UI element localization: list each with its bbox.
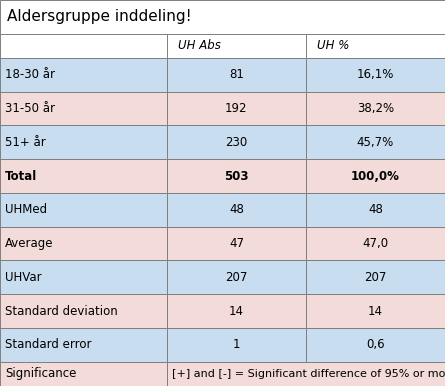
Bar xyxy=(0,0,445,34)
Bar xyxy=(167,159,306,193)
Bar xyxy=(0,34,167,58)
Text: 47,0: 47,0 xyxy=(362,237,388,250)
Bar xyxy=(0,159,167,193)
Bar xyxy=(0,328,167,362)
Bar xyxy=(167,58,306,91)
Bar xyxy=(306,91,445,125)
Bar xyxy=(306,328,445,362)
Bar xyxy=(306,294,445,328)
Bar xyxy=(167,193,306,227)
Bar xyxy=(306,125,445,159)
Bar xyxy=(306,261,445,294)
Text: [+] and [-] = Significant difference of 95% or more: [+] and [-] = Significant difference of … xyxy=(172,369,445,379)
Bar xyxy=(167,91,306,125)
Text: 48: 48 xyxy=(368,203,383,216)
Bar xyxy=(0,125,167,159)
Bar xyxy=(167,294,306,328)
Text: UHVar: UHVar xyxy=(5,271,42,284)
Text: Standard error: Standard error xyxy=(5,338,92,351)
Bar xyxy=(0,91,167,125)
Text: Average: Average xyxy=(5,237,54,250)
Text: 207: 207 xyxy=(364,271,387,284)
Bar xyxy=(306,159,445,193)
Text: Total: Total xyxy=(5,169,37,183)
Bar xyxy=(0,227,167,261)
Text: 51+ år: 51+ år xyxy=(5,136,46,149)
Text: 503: 503 xyxy=(224,169,249,183)
Text: 14: 14 xyxy=(229,305,244,318)
Text: Aldersgruppe inddeling!: Aldersgruppe inddeling! xyxy=(7,10,191,24)
Text: 14: 14 xyxy=(368,305,383,318)
Text: 16,1%: 16,1% xyxy=(357,68,394,81)
Bar xyxy=(167,125,306,159)
Text: 100,0%: 100,0% xyxy=(351,169,400,183)
Text: Significance: Significance xyxy=(5,367,77,380)
Text: 38,2%: 38,2% xyxy=(357,102,394,115)
Bar xyxy=(0,261,167,294)
Text: 1: 1 xyxy=(233,338,240,351)
Text: UH Abs: UH Abs xyxy=(178,39,221,52)
Bar xyxy=(167,227,306,261)
Bar xyxy=(167,328,306,362)
Text: 81: 81 xyxy=(229,68,244,81)
Text: 192: 192 xyxy=(225,102,248,115)
Bar xyxy=(167,261,306,294)
Text: 207: 207 xyxy=(225,271,247,284)
Bar xyxy=(306,193,445,227)
Text: 18-30 år: 18-30 år xyxy=(5,68,55,81)
Bar xyxy=(306,58,445,91)
Text: 48: 48 xyxy=(229,203,244,216)
Text: 47: 47 xyxy=(229,237,244,250)
Bar xyxy=(0,362,167,386)
Text: 31-50 år: 31-50 år xyxy=(5,102,55,115)
Text: 0,6: 0,6 xyxy=(366,338,385,351)
Bar xyxy=(0,58,167,91)
Text: UHMed: UHMed xyxy=(5,203,48,216)
Bar xyxy=(0,193,167,227)
Bar xyxy=(167,362,445,386)
Text: UH %: UH % xyxy=(317,39,349,52)
Bar xyxy=(306,34,445,58)
Bar xyxy=(167,34,306,58)
Bar xyxy=(0,294,167,328)
Text: 45,7%: 45,7% xyxy=(357,136,394,149)
Text: Standard deviation: Standard deviation xyxy=(5,305,118,318)
Bar xyxy=(306,227,445,261)
Text: 230: 230 xyxy=(225,136,247,149)
